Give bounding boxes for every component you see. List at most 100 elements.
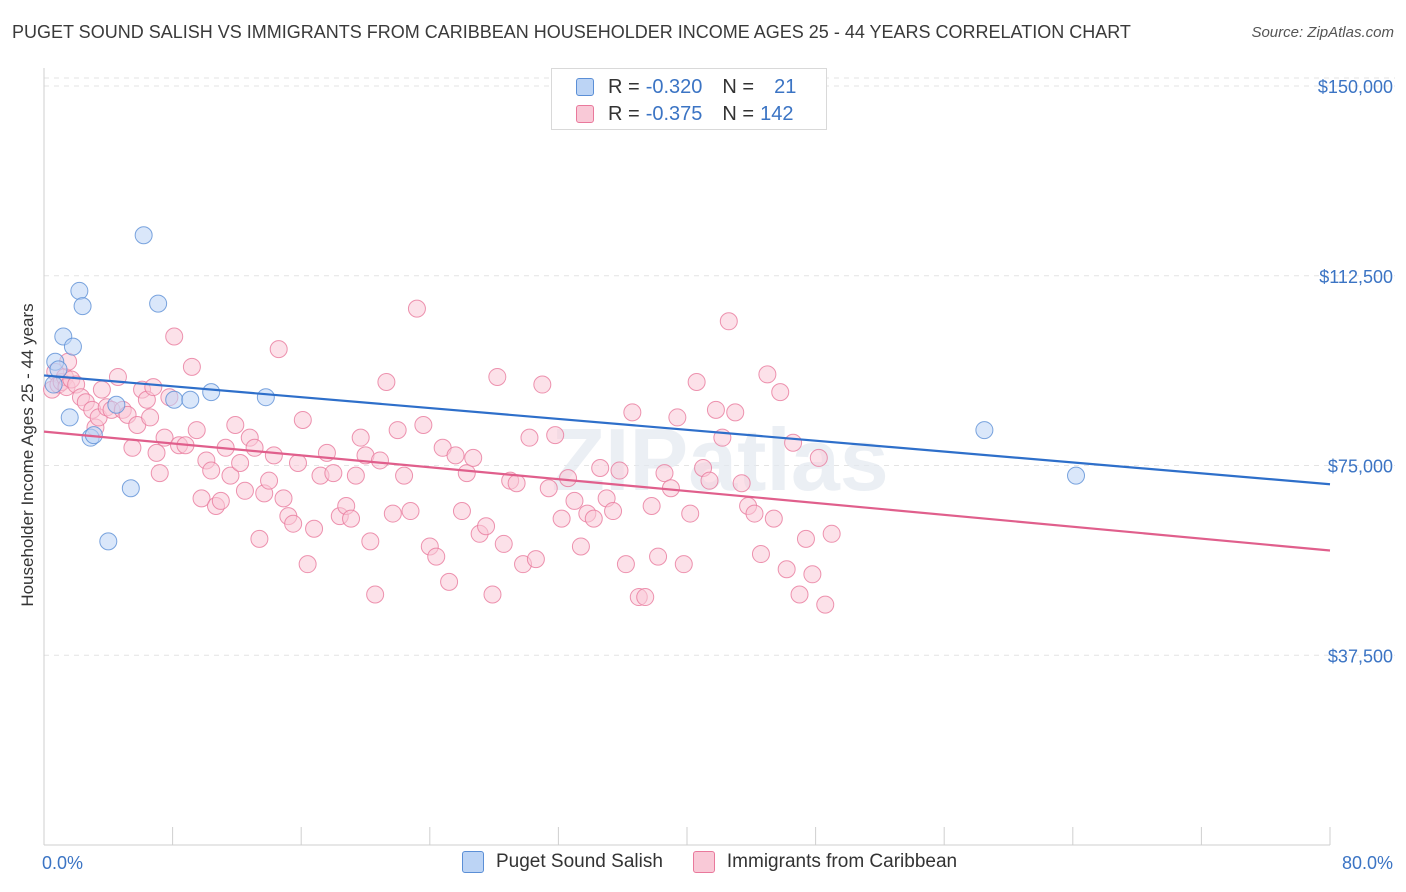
legend-row-puget: R = -0.320 N = 21 [576,75,796,99]
point-caribbean [526,550,545,569]
legend-row-caribbean: R = -0.375 N = 142 [576,102,793,126]
tick-labels: $37,500 $75,000 $112,500 $150,000 0.0% 80.0% [42,77,1393,873]
legend-label-caribbean: Immigrants from Caribbean [726,851,958,872]
point-caribbean [559,469,578,488]
point-caribbean [383,504,402,523]
axes [43,68,1331,846]
point-caribbean [745,504,764,523]
point-caribbean [401,502,420,521]
point-caribbean [816,595,835,614]
point-puget [107,395,126,414]
y-tick-label: $112,500 [1319,267,1393,287]
n-value-caribbean: 142 [760,102,794,125]
point-caribbean [687,373,706,392]
n-value-puget: 21 [774,75,797,98]
point-caribbean [681,504,700,523]
point-caribbean [187,421,206,440]
point-caribbean [192,489,211,508]
point-puget [49,360,68,379]
point-caribbean [370,451,389,470]
point-caribbean [784,433,803,452]
point-caribbean [584,509,603,528]
trend-lines [43,374,1331,552]
point-caribbean [668,408,687,427]
point-caribbean [150,464,169,483]
point-caribbean [803,565,822,584]
point-caribbean [250,529,269,548]
point-caribbean [361,532,380,551]
point-caribbean [226,416,245,435]
point-caribbean [231,453,250,472]
legend-swatch-caribbean [576,105,594,123]
point-caribbean [758,365,777,384]
point-puget [165,390,184,409]
point-caribbean [790,585,809,604]
point-caribbean [351,428,370,447]
point-caribbean [777,560,796,579]
point-caribbean [591,459,610,478]
n-label: N = [722,75,755,98]
point-caribbean [293,410,312,429]
point-puget [44,375,63,394]
point-caribbean [141,408,160,427]
point-caribbean [147,443,166,462]
point-caribbean [623,403,642,422]
y-axis-label: Householder Income Ages 25 - 44 years [18,303,37,607]
point-caribbean [123,438,142,457]
point-puget [121,479,140,498]
point-caribbean [324,464,343,483]
point-caribbean [546,426,565,445]
point-caribbean [539,479,558,498]
source-credit: Source: ZipAtlas.com [1251,24,1394,41]
point-caribbean [483,585,502,604]
point-caribbean [655,464,674,483]
point-puget [134,226,153,245]
point-puget [202,383,221,402]
point-caribbean [235,481,254,500]
correlation-legend: R = -0.320 N = 21 R = -0.375 N = 142 [551,68,827,130]
legend-label-puget: Puget Sound Salish [496,851,663,872]
point-caribbean [182,357,201,376]
point-caribbean [366,585,385,604]
point-puget [181,390,200,409]
point-caribbean [298,555,317,574]
trend-line-caribbean [43,430,1331,552]
point-puget [975,421,994,440]
legend-swatch-puget [462,851,484,873]
series-legend: Puget Sound Salish Immigrants from Carib… [462,851,987,873]
point-caribbean [202,461,221,480]
x-tick-label: 0.0% [42,853,83,873]
point-puget [149,294,168,313]
point-puget [256,388,275,407]
point-caribbean [165,327,184,346]
point-caribbean [305,519,324,538]
legend-item-caribbean: Immigrants from Caribbean [692,851,958,873]
chart-title: PUGET SOUND SALISH VS IMMIGRANTS FROM CA… [12,22,1131,42]
point-caribbean [700,471,719,490]
point-puget [73,297,92,316]
point-caribbean [610,461,629,480]
point-caribbean [452,502,471,521]
point-caribbean [604,502,623,521]
trend-line-puget [43,374,1331,486]
point-puget [63,337,82,356]
legend-item-puget: Puget Sound Salish [462,851,663,873]
point-caribbean [245,438,264,457]
legend-swatch-caribbean [692,851,715,873]
point-caribbean [764,509,783,528]
legend-swatch-puget [576,78,594,96]
n-label: N = [722,102,755,125]
point-caribbean [407,299,426,318]
point-caribbean [822,524,841,543]
point-caribbean [642,496,661,515]
point-caribbean [342,509,361,528]
point-caribbean [571,537,590,556]
point-caribbean [395,466,414,485]
point-caribbean [520,428,539,447]
point-caribbean [221,466,240,485]
point-caribbean [211,491,230,510]
y-tick-label: $75,000 [1328,457,1393,477]
point-caribbean [464,448,483,467]
point-caribbean [494,534,513,553]
